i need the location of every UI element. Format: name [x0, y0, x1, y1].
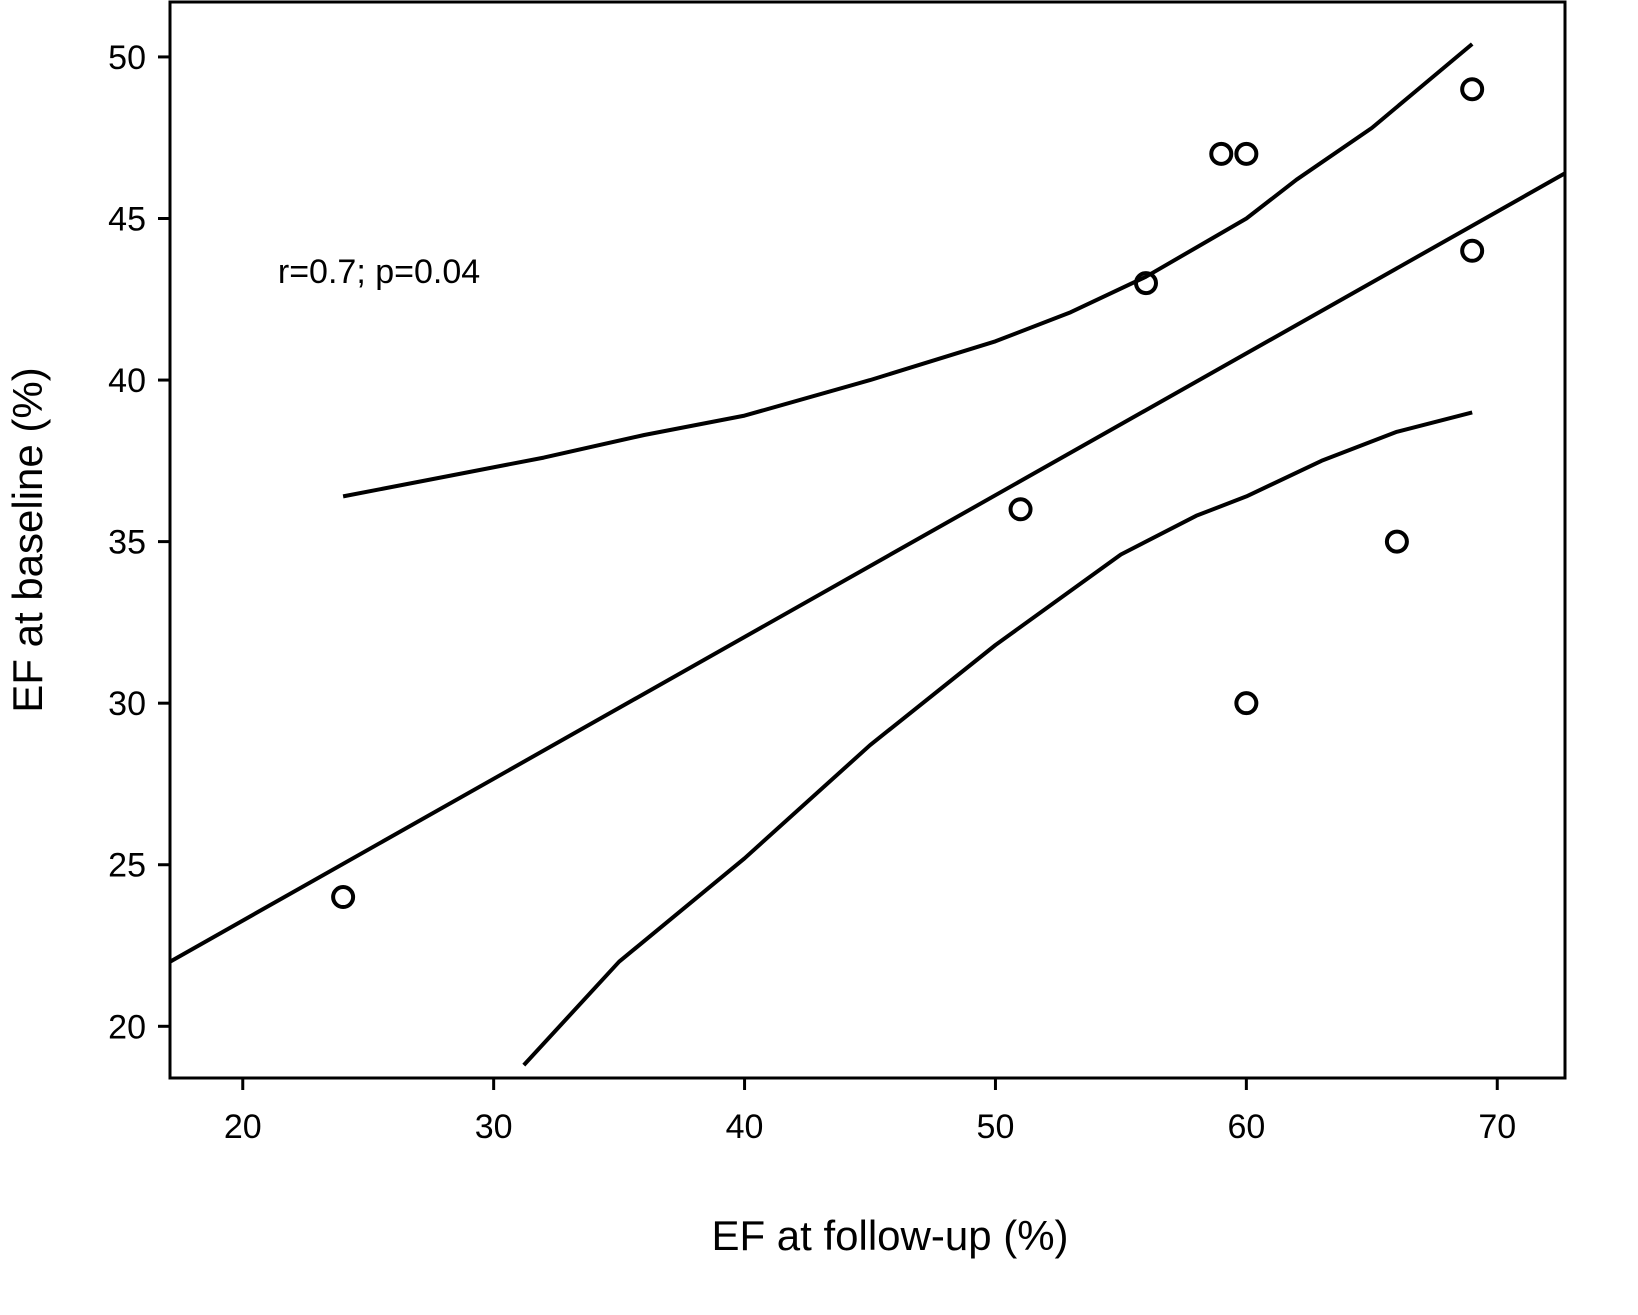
y-tick-label: 45: [108, 200, 146, 238]
lower-confidence-band: [522, 410, 1473, 1067]
x-tick-label: 70: [1478, 1108, 1516, 1146]
data-point: [1209, 141, 1234, 166]
data-points: [331, 77, 1485, 910]
fit-lines: [169, 42, 1566, 1067]
y-axis-label: EF at baseline (%): [4, 367, 51, 712]
x-tick-label: 30: [475, 1108, 513, 1146]
data-point: [1384, 529, 1409, 554]
data-point: [1234, 141, 1259, 166]
y-tick-label: 35: [108, 524, 146, 562]
annotation: r=0.7; p=0.04: [278, 253, 480, 291]
y-tick-label: 25: [108, 847, 146, 885]
data-point: [331, 885, 356, 910]
plot-frame: [168, 0, 1567, 1080]
y-tick-label: 20: [108, 1008, 146, 1046]
x-tick-label: 40: [726, 1108, 764, 1146]
regression-line: [169, 171, 1566, 964]
x-tick-label: 60: [1227, 1108, 1265, 1146]
data-point: [1234, 691, 1259, 716]
axis-ticks: 20 30 40 50 60 70 20 25 30 35 40 45 50: [108, 39, 1516, 1146]
x-tick-label: 50: [977, 1108, 1015, 1146]
data-point: [1133, 271, 1158, 296]
y-tick-label: 40: [108, 362, 146, 400]
data-point: [1460, 238, 1485, 263]
data-point: [1008, 497, 1033, 522]
y-tick-label: 30: [108, 685, 146, 723]
x-tick-label: 20: [224, 1108, 262, 1146]
y-tick-label: 50: [108, 39, 146, 77]
data-point: [1460, 77, 1485, 102]
x-axis-label: EF at follow-up (%): [711, 1212, 1068, 1259]
upper-confidence-band: [342, 42, 1474, 499]
